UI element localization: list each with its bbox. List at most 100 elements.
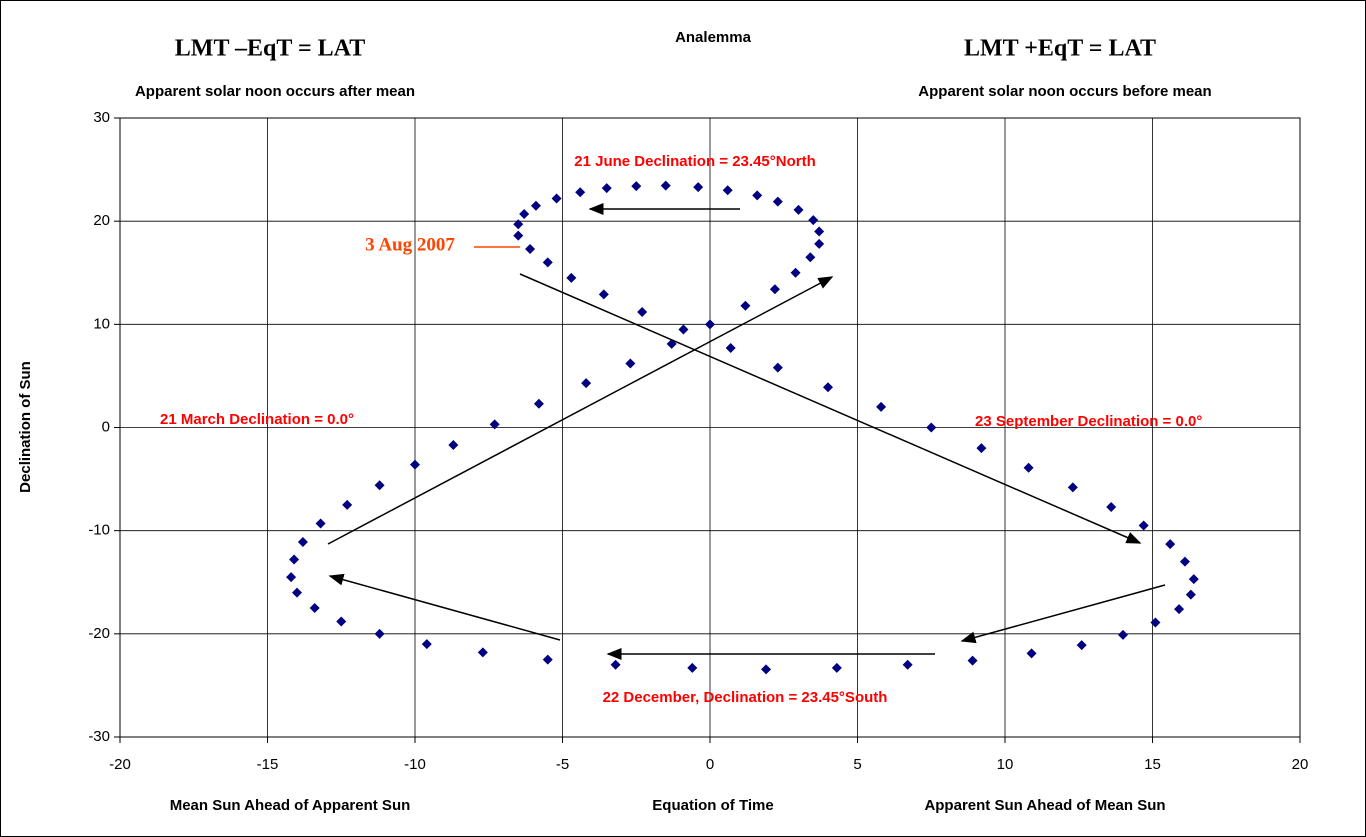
- point: [575, 187, 586, 198]
- point: [374, 480, 385, 491]
- y-tick-label: 30: [93, 109, 110, 126]
- point: [292, 587, 302, 598]
- point: [525, 244, 536, 255]
- point: [902, 659, 913, 670]
- point: [876, 401, 887, 412]
- x-tick-label: 10: [997, 756, 1014, 773]
- point: [513, 230, 524, 241]
- point: [693, 182, 704, 193]
- arrow: [328, 573, 561, 641]
- point: [533, 398, 544, 409]
- point: [309, 603, 320, 614]
- x-axis-label: Equation of Time: [652, 797, 773, 814]
- point: [637, 306, 648, 317]
- subtitle: Apparent solar noon occurs before mean: [918, 83, 1211, 100]
- point: [772, 362, 783, 373]
- y-tick-label: 0: [102, 418, 110, 435]
- point: [976, 443, 987, 454]
- point: [660, 180, 671, 191]
- point: [519, 208, 530, 219]
- chart-title: Analemma: [675, 29, 752, 46]
- arrow: [519, 273, 1142, 544]
- point: [513, 219, 524, 230]
- point: [831, 662, 842, 673]
- y-tick-label: -20: [88, 625, 110, 642]
- point: [631, 181, 642, 192]
- x-tick-label: -5: [556, 756, 569, 773]
- point: [286, 572, 297, 583]
- point: [814, 238, 825, 249]
- point: [601, 183, 612, 194]
- y-tick-label: 10: [93, 315, 110, 332]
- subtitle: Apparent solar noon occurs after mean: [135, 83, 415, 100]
- point: [598, 289, 609, 300]
- point: [967, 655, 978, 666]
- point: [530, 200, 541, 211]
- point: [489, 419, 500, 430]
- point: [1165, 539, 1176, 550]
- point: [793, 204, 804, 215]
- point: [805, 252, 816, 263]
- point: [772, 196, 783, 207]
- point: [551, 193, 562, 204]
- point: [542, 654, 553, 665]
- point: [752, 190, 763, 201]
- point: [823, 382, 833, 393]
- point: [769, 284, 780, 295]
- point: [1023, 462, 1034, 473]
- axis-note: Mean Sun Ahead of Apparent Sun: [170, 797, 411, 814]
- formula: LMT +EqT = LAT: [964, 36, 1156, 62]
- annotation: 3 Aug 2007: [365, 234, 455, 255]
- y-tick-label: 20: [93, 212, 110, 229]
- point: [1026, 648, 1037, 659]
- annotation: 21 June Declination = 23.45°North: [574, 153, 816, 170]
- point: [705, 319, 715, 330]
- point: [566, 272, 577, 283]
- formula: LMT –EqT = LAT: [175, 36, 365, 62]
- point: [678, 324, 689, 335]
- point: [1118, 629, 1128, 640]
- annotation: 22 December, Declination = 23.45°South: [603, 689, 888, 706]
- y-axis-label: Declination of Sun: [17, 361, 34, 493]
- x-tick-label: -15: [257, 756, 279, 773]
- point: [625, 358, 636, 369]
- point: [1185, 589, 1196, 600]
- point: [581, 378, 592, 389]
- annotation: 23 September Declination = 0.0°: [975, 413, 1202, 430]
- point: [790, 267, 801, 278]
- point: [926, 422, 937, 433]
- point: [610, 659, 621, 670]
- point: [1067, 482, 1078, 493]
- plot-area: [119, 117, 1301, 738]
- y-tick-label: -10: [88, 522, 110, 539]
- point: [1138, 520, 1149, 531]
- point: [374, 628, 385, 639]
- point: [410, 459, 420, 470]
- y-tick-label: -30: [88, 728, 110, 745]
- point: [740, 300, 751, 311]
- point: [289, 554, 300, 565]
- arrows: [327, 203, 1166, 660]
- point: [477, 647, 488, 658]
- point: [297, 537, 308, 548]
- point: [722, 185, 733, 196]
- point: [315, 518, 326, 529]
- point: [1188, 574, 1199, 585]
- x-tick-label: 20: [1292, 756, 1309, 773]
- arrow: [960, 584, 1166, 644]
- point: [336, 616, 347, 627]
- point: [1076, 640, 1087, 651]
- x-tick-label: -20: [109, 756, 131, 773]
- annotation: 21 March Declination = 0.0°: [160, 411, 354, 428]
- point: [542, 257, 553, 268]
- point: [421, 639, 432, 650]
- x-tick-label: 15: [1144, 756, 1161, 773]
- x-tick-label: 5: [853, 756, 861, 773]
- point: [725, 343, 736, 354]
- point: [761, 664, 772, 675]
- point: [814, 226, 825, 237]
- points: [286, 180, 1199, 675]
- point: [448, 440, 459, 451]
